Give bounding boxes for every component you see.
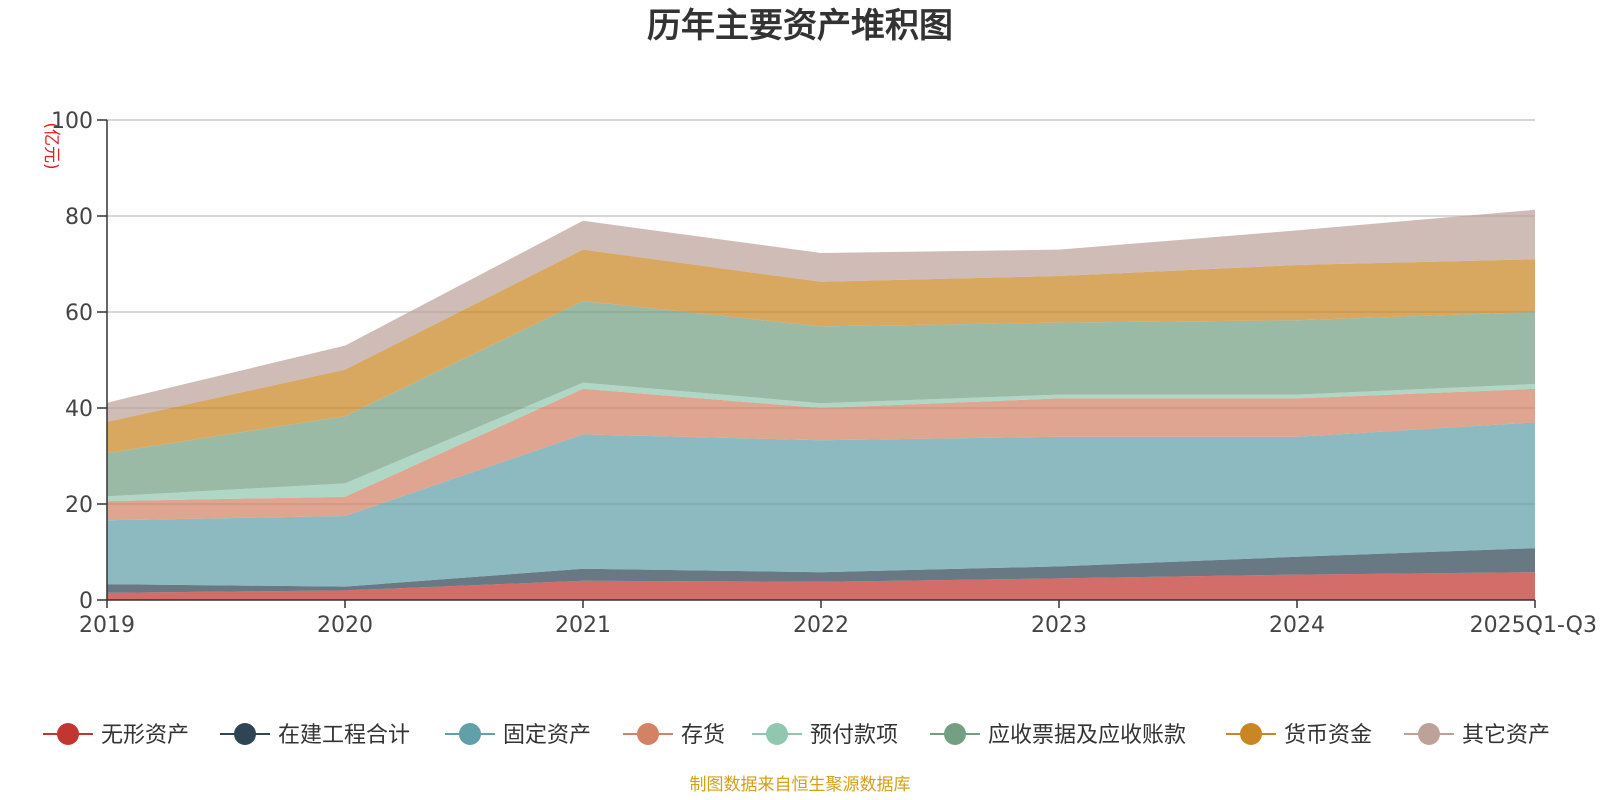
legend-label: 其它资产	[1462, 723, 1550, 748]
y-tick-label: 80	[65, 205, 93, 230]
legend-marker	[766, 723, 788, 745]
axes: 0 20 40 60 80 100 2019 2020 2021 2022 2023 2024 2025…	[51, 109, 1597, 638]
legend-marker	[1240, 723, 1262, 745]
x-tick-label: 2025Q1-Q3	[1470, 613, 1597, 638]
legend-item[interactable]: 存货	[623, 723, 725, 748]
area-series	[107, 209, 1535, 600]
legend-item[interactable]: 无形资产	[43, 723, 189, 748]
legend-item[interactable]: 预付款项	[752, 723, 898, 748]
legend[interactable]: 无形资产 在建工程合计 固定资产 存货 预付款项 应收票据及应收账款 货币资金 其它资产	[43, 723, 1550, 748]
legend-label: 固定资产	[503, 723, 591, 748]
x-tick-label: 2022	[793, 613, 849, 638]
legend-item[interactable]: 固定资产	[445, 723, 591, 748]
x-tick-label: 2021	[555, 613, 611, 638]
legend-marker	[944, 723, 966, 745]
y-tick-label: 20	[65, 493, 93, 518]
area-series-6	[107, 249, 1535, 454]
legend-label: 预付款项	[810, 723, 898, 748]
area-series-7	[107, 209, 1535, 422]
y-tick-label: 0	[79, 589, 93, 614]
legend-label: 货币资金	[1284, 723, 1372, 748]
x-tick-label: 2019	[79, 613, 135, 638]
x-tick-label: 2020	[317, 613, 373, 638]
y-tick-label: 40	[65, 397, 93, 422]
legend-marker	[234, 723, 256, 745]
legend-item[interactable]: 在建工程合计	[220, 723, 410, 748]
y-axis-unit: (亿元)	[41, 122, 61, 169]
area-series-2	[107, 422, 1535, 587]
legend-marker	[1418, 723, 1440, 745]
area-series-5	[107, 301, 1535, 497]
y-tick-label: 60	[65, 301, 93, 326]
y-tick-label: 100	[51, 109, 93, 134]
legend-label: 存货	[681, 723, 725, 748]
area-series-4	[107, 382, 1535, 502]
area-series-1	[107, 548, 1535, 593]
legend-marker	[637, 723, 659, 745]
x-tick-label: 2024	[1269, 613, 1325, 638]
x-tick-label: 2023	[1031, 613, 1087, 638]
legend-item[interactable]: 其它资产	[1404, 723, 1550, 748]
chart-title: 历年主要资产堆积图	[647, 6, 953, 46]
legend-marker	[57, 723, 79, 745]
legend-item[interactable]: 货币资金	[1226, 723, 1372, 748]
legend-item[interactable]: 应收票据及应收账款	[930, 723, 1186, 748]
area-series-3	[107, 388, 1535, 521]
legend-label: 应收票据及应收账款	[988, 723, 1186, 748]
legend-label: 在建工程合计	[278, 723, 410, 748]
legend-label: 无形资产	[101, 723, 189, 748]
area-series-0	[107, 572, 1535, 600]
legend-marker	[459, 723, 481, 745]
source-note: 制图数据来自恒生聚源数据库	[690, 775, 911, 795]
